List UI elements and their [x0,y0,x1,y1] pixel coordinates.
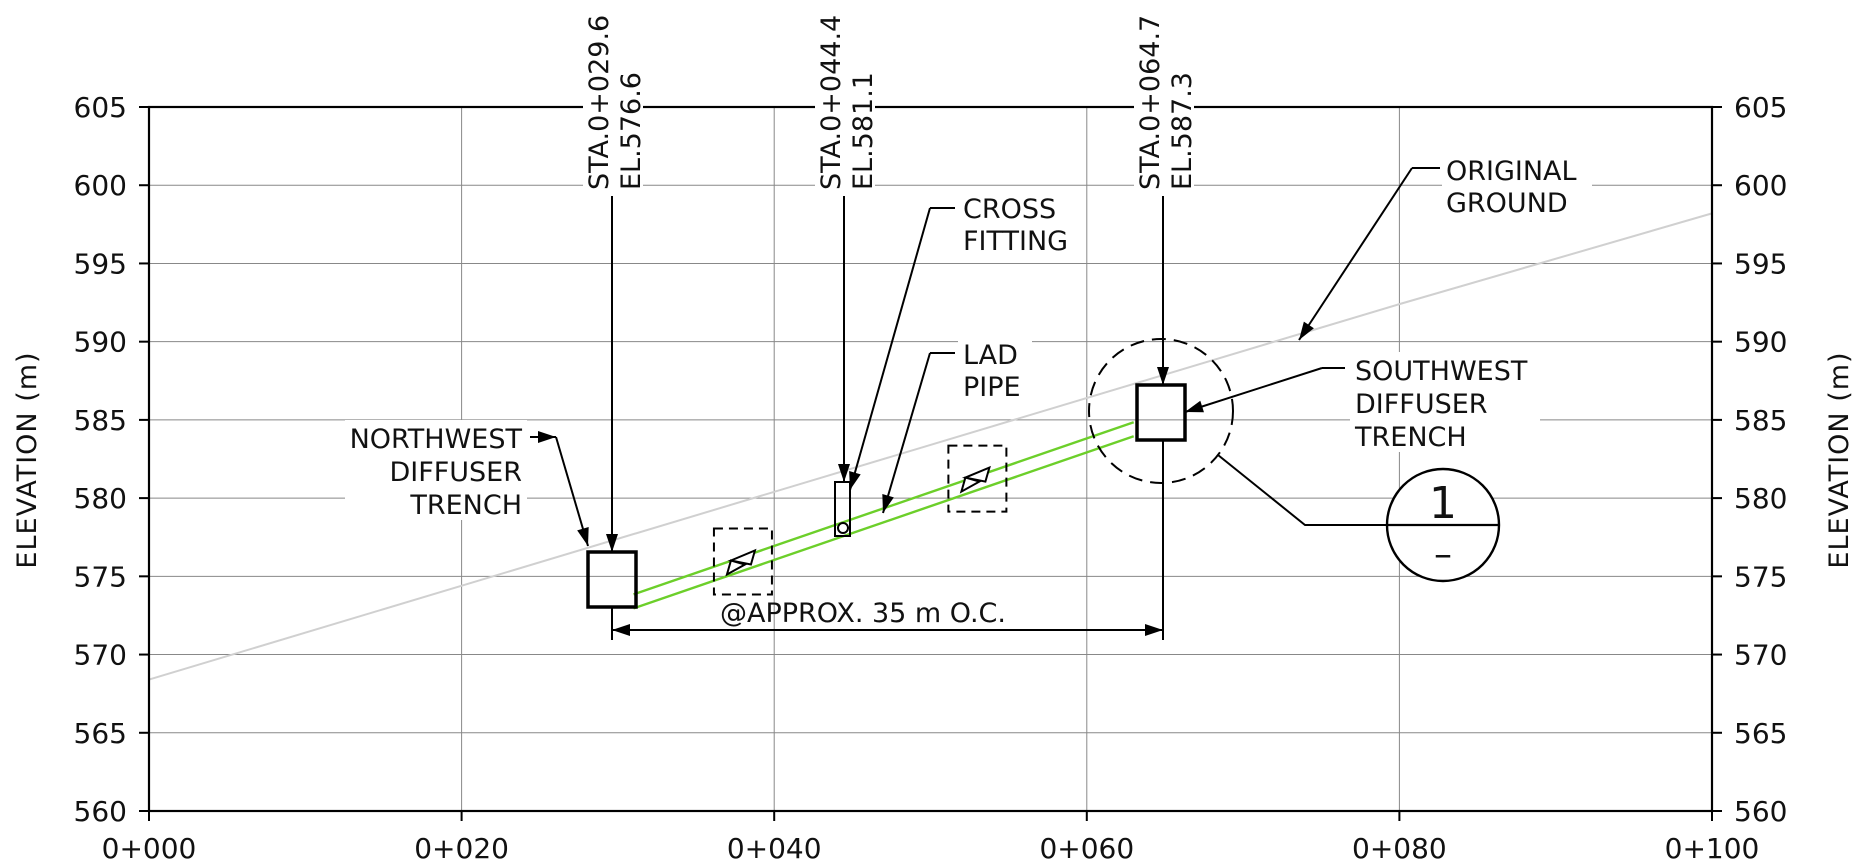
arrowhead [606,534,618,552]
valve-box [712,527,773,596]
valve-box [947,444,1008,513]
y-tick-label: 595 [1734,247,1787,280]
x-tick-label: 0+040 [727,832,822,862]
y-tick-label: 565 [74,717,127,750]
y-tick-label: 575 [74,560,127,593]
y-tick-label: 605 [1734,91,1787,124]
valve-symbol [959,476,982,494]
note-line: GROUND [1446,188,1568,219]
note-line: TRENCH [409,490,522,521]
y-tick-label: 560 [74,795,127,828]
original-ground-note: ORIGINAL GROUND [1442,152,1592,220]
y-tick-label: 580 [74,482,127,515]
y-tick-label: 570 [74,639,127,672]
station-callout-2: STA.0+044.4 EL.581.1 [815,0,879,190]
y-tick-label: 595 [74,247,127,280]
arrowhead [849,471,861,490]
elevation-label: EL.587.3 [1167,72,1198,190]
northwest-trench-note: NORTHWEST DIFFUSER TRENCH [345,420,527,521]
arrowhead [838,464,850,482]
y-axis-label-left: ELEVATION (m) [12,351,43,568]
y-tick-label: 600 [74,169,127,202]
note-line: CROSS [963,194,1056,225]
note-line: TRENCH [1354,422,1467,453]
original-ground-leader [1298,167,1413,341]
arrowhead [577,527,589,546]
plot-border [147,105,1714,813]
note-line: SOUTHWEST [1355,356,1528,387]
southwest-trench-leader [1184,367,1323,413]
elevation-label: EL.576.6 [616,72,647,190]
station-label: STA.0+064.7 [1135,15,1166,190]
y-tick-label: 570 [1734,639,1787,672]
note-line: LAD [963,340,1018,371]
lad-pipe [633,421,1135,610]
station-label: STA.0+044.4 [816,15,847,190]
valve-symbol [725,559,748,577]
tick-labels: 605 605 600 600 595 595 590 590 585 585 580 580 575 5… [74,91,1788,865]
y-tick-label: 585 [74,404,127,437]
arrowhead [1157,367,1169,385]
y-axis-label-right: ELEVATION (m) [1824,351,1855,568]
ground-line [148,212,1713,681]
northwest-trench-box [586,550,638,609]
cross-fitting-symbol [837,522,849,534]
cross-fitting-box [834,481,851,537]
x-tick-label: 0+000 [102,832,197,862]
y-tick-label: 560 [1734,795,1787,828]
station-callout-3: STA.0+064.7 EL.587.3 [1134,0,1198,190]
arrowhead [1185,400,1204,413]
detail-circle [1088,338,1234,484]
note-line: DIFFUSER [1355,389,1488,420]
note-line: ORIGINAL [1446,156,1577,187]
section-leader [1217,454,1387,526]
cross-fitting-note: CROSS FITTING [958,190,1070,257]
y-tick-label: 600 [1734,169,1787,202]
southwest-trench-note: SOUTHWEST DIFFUSER TRENCH [1350,352,1540,453]
y-tick-label: 605 [74,91,127,124]
arrowhead [882,494,894,513]
station-callout-1: STA.0+029.6 EL.576.6 [583,0,647,190]
x-tick-label: 0+020 [414,832,509,862]
x-tick-label: 0+060 [1039,832,1134,862]
station-label: STA.0+029.6 [584,15,615,190]
x-tick-label: 0+080 [1352,832,1447,862]
northwest-trench-leader [555,436,589,547]
elevation-label: EL.581.1 [848,72,879,190]
original-ground-line [148,212,1713,681]
section-marker: 1 – [1385,467,1501,583]
x-tick-label: 0+100 [1665,832,1760,862]
note-line: FITTING [963,226,1068,257]
y-tick-label: 590 [74,326,127,359]
pipe-line-bottom [633,435,1135,610]
y-tick-label: 565 [1734,717,1787,750]
southwest-trench-box [1135,383,1187,442]
section-number: 1 [1429,478,1457,529]
y-tick-label: 575 [1734,560,1787,593]
section-sheet: – [1434,534,1452,575]
lad-pipe-leader [882,352,931,514]
arrowhead [1299,321,1314,340]
y-tick-label: 585 [1734,404,1787,437]
note-line: PIPE [963,372,1021,403]
cross-fitting-leader [849,207,931,491]
note-line: DIFFUSER [389,457,522,488]
spacing-dimension-label: @APPROX. 35 m O.C. [720,598,1006,629]
y-tick-label: 580 [1734,482,1787,515]
features [530,167,1440,640]
y-tick-label: 590 [1734,326,1787,359]
lad-pipe-note: LAD PIPE [958,336,1032,403]
plot-frame [139,105,1722,821]
note-line: NORTHWEST [350,424,523,455]
